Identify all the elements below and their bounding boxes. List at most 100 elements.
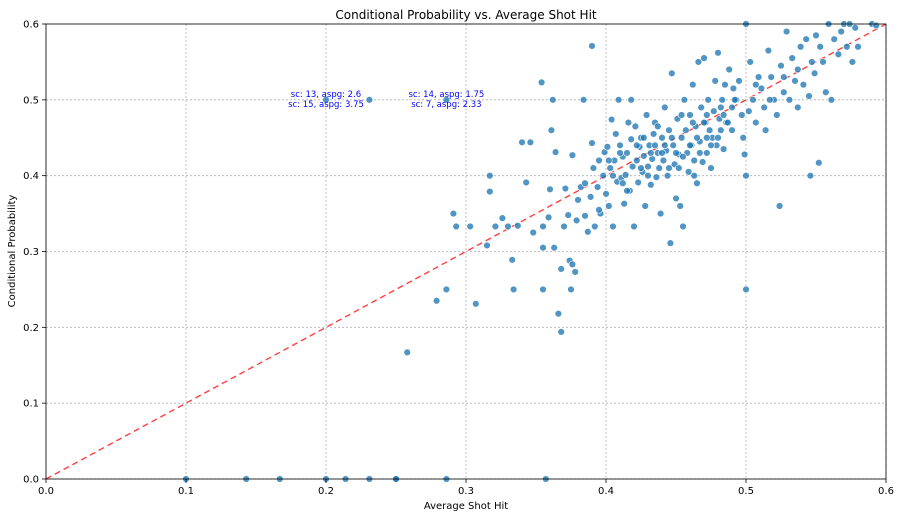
- data-point: [483, 241, 491, 250]
- data-point: [644, 162, 652, 171]
- data-point: [742, 285, 750, 294]
- data-point: [537, 78, 546, 87]
- x-tick-label: 0.1: [178, 486, 194, 497]
- x-tick-label: 0.5: [738, 486, 754, 497]
- y-tick-label: 0.0: [23, 475, 39, 486]
- data-point: [403, 348, 411, 357]
- data-point: [757, 84, 766, 93]
- data-point: [627, 96, 635, 104]
- chart-title: Conditional Probability vs. Average Shot…: [335, 8, 597, 22]
- data-point: [739, 134, 747, 142]
- data-point: [717, 126, 725, 134]
- data-point: [605, 202, 613, 210]
- data-point: [698, 158, 707, 166]
- data-point: [815, 159, 823, 167]
- data-point: [707, 164, 715, 172]
- data-point: [780, 88, 788, 96]
- data-point: [775, 202, 784, 210]
- data-point: [633, 141, 641, 150]
- data-point: [761, 126, 770, 134]
- y-tick-label: 0.2: [23, 323, 39, 334]
- data-point: [550, 244, 558, 252]
- data-point: [574, 196, 582, 204]
- data-point: [724, 118, 732, 127]
- tick-layer: 0.0 0.1 0.2 0.3 0.4 0.5 0.6 0.0 0.1 0.2 0.3 0.4 0.5 0…: [23, 20, 894, 498]
- data-point: [557, 265, 565, 273]
- data-point: [675, 164, 683, 172]
- data-point: [571, 268, 579, 276]
- data-point: [827, 96, 836, 104]
- data-point: [808, 58, 816, 66]
- data-point: [432, 297, 441, 305]
- data-point: [843, 43, 851, 51]
- data-point: [640, 134, 648, 142]
- data-point: [690, 156, 698, 165]
- data-point: [529, 228, 537, 237]
- data-point: [802, 35, 810, 43]
- data-point: [777, 62, 785, 70]
- y-tick-label: 0.1: [23, 399, 39, 410]
- x-tick-label: 0.0: [38, 486, 54, 497]
- data-point: [509, 285, 518, 294]
- data-point: [619, 179, 627, 187]
- data-point: [725, 65, 733, 74]
- data-point: [584, 228, 592, 236]
- data-point: [700, 54, 708, 62]
- data-point: [647, 149, 655, 157]
- x-tick-label: 0.6: [878, 486, 894, 497]
- data-point: [834, 50, 843, 59]
- data-point: [560, 222, 568, 231]
- data-point: [752, 118, 760, 127]
- data-point: [700, 118, 708, 127]
- data-point: [656, 209, 665, 218]
- data-point: [486, 187, 494, 196]
- data-point: [602, 190, 610, 198]
- data-point: [796, 43, 805, 51]
- data-point: [659, 156, 668, 165]
- data-point: [647, 181, 655, 189]
- data-point: [658, 134, 666, 142]
- data-point: [705, 126, 714, 134]
- y-tick-label: 0.4: [23, 171, 39, 182]
- data-point: [830, 35, 838, 43]
- data-point: [466, 222, 474, 231]
- data-point: [794, 103, 802, 112]
- data-point: [714, 134, 722, 142]
- data-point: [620, 200, 628, 208]
- data-point: [655, 164, 663, 172]
- data-point: [491, 222, 500, 231]
- data-point: [848, 58, 857, 66]
- data-point: [607, 115, 616, 124]
- data-point: [738, 111, 746, 119]
- data-point: [627, 135, 635, 143]
- data-point: [679, 153, 687, 161]
- data-point: [633, 156, 641, 165]
- data-point: [593, 183, 602, 191]
- data-point: [539, 244, 547, 252]
- data-point: [690, 171, 698, 180]
- data-point: [539, 285, 547, 294]
- data-point: [851, 24, 859, 32]
- data-point: [661, 103, 669, 112]
- data-point: [710, 107, 718, 115]
- data-point: [740, 150, 749, 159]
- data-point: [767, 73, 775, 81]
- data-point: [665, 126, 673, 134]
- data-point: [561, 184, 570, 193]
- data-point: [547, 126, 556, 134]
- data-point: [782, 27, 791, 36]
- data-point: [609, 222, 617, 231]
- data-point: [677, 134, 686, 142]
- data-point: [614, 96, 623, 104]
- data-point: [518, 138, 526, 147]
- data-point: [564, 211, 572, 219]
- point-annotation: sc: 15, aspg: 3.75: [288, 100, 364, 110]
- data-point: [637, 164, 645, 172]
- data-point: [508, 256, 516, 264]
- data-point: [812, 31, 820, 40]
- data-point: [514, 222, 522, 230]
- data-point: [672, 194, 680, 203]
- data-point: [788, 54, 796, 62]
- data-point: [589, 164, 598, 172]
- data-point: [704, 96, 712, 104]
